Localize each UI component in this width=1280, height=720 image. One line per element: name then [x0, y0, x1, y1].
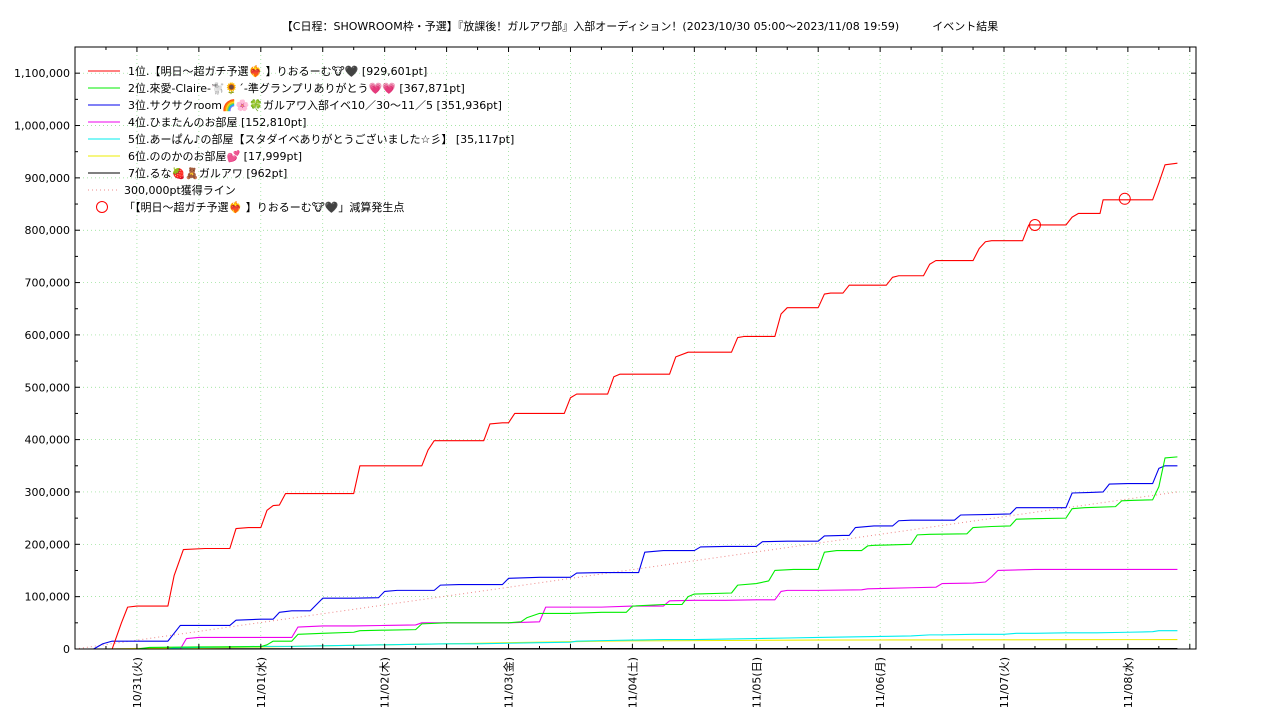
deduction-marker — [1118, 192, 1131, 205]
plot-frame — [74, 46, 1197, 650]
legend-entry: 300,000pt獲得ライン — [124, 184, 236, 197]
y-tick-label: 1,100,000 — [14, 67, 70, 80]
x-tick-label: 11/06(月) — [874, 657, 887, 708]
legend-entry: 5位.あーぱん♪の部屋【スタダイベありがとうございました☆彡】 [35,117p… — [128, 132, 514, 146]
series-line-2 — [112, 456, 1178, 650]
axes: 0 100,000 200,000 300,000 400,000 500,000 600,… — [14, 46, 1197, 708]
series-line-6 — [105, 639, 1178, 650]
legend-swatch — [96, 201, 108, 213]
y-tick-label: 800,000 — [25, 224, 71, 237]
y-tick-label: 900,000 — [25, 172, 71, 185]
legend-entry: 1位.【明日〜超ガチ予選❤️‍🔥 】りおるーむ🐮🖤 [929,601pt] — [128, 64, 427, 78]
grid — [75, 47, 1196, 649]
reference-line — [74, 491, 1178, 650]
plot-area — [74, 162, 1178, 650]
x-tick-label: 11/07(火) — [998, 657, 1011, 708]
x-tick-label: 11/02(木) — [379, 657, 392, 708]
legend: 1位.【明日〜超ガチ予選❤️‍🔥 】りおるーむ🐮🖤 [929,601pt] 2位.… — [88, 64, 514, 214]
y-tick-label: 700,000 — [25, 277, 71, 290]
deduction-marker — [1028, 218, 1041, 231]
x-tick-label: 11/01(水) — [255, 657, 268, 708]
legend-entry: 7位.るな🍓🧸ガルアワ [962pt] — [128, 166, 287, 180]
legend-entry: 3位.サクサクroom🌈🌸🍀ガルアワ入部イベ10／30〜11／5 [351,93… — [128, 98, 502, 112]
y-tick-label: 600,000 — [25, 329, 71, 342]
y-tick-label: 200,000 — [25, 538, 71, 551]
chart-title: 【C日程：SHOWROOM枠・予選】『放課後！ガルアワ部』入部オーディション！(… — [281, 20, 999, 33]
series-line-5 — [167, 630, 1178, 650]
legend-entry: 2位.來愛-Claire-🐩🌻´-準グランプリありがとう💗💗 [367,871p… — [128, 81, 465, 95]
legend-entry: 6位.ののかのお部屋💕 [17,999pt] — [128, 149, 302, 163]
x-tick-label: 11/05(日) — [750, 657, 763, 708]
legend-entry: 「【明日〜超ガチ予選❤️‍🔥 】りおるーむ🐮🖤」減算発生点 — [124, 200, 404, 214]
y-tick-label: 0 — [63, 643, 70, 656]
x-tick-label: 11/03(金) — [502, 657, 516, 708]
series-line-3 — [93, 465, 1178, 650]
y-tick-label: 100,000 — [25, 591, 71, 604]
x-tick-label: 10/31(火) — [131, 657, 144, 708]
y-tick-label: 500,000 — [25, 381, 71, 394]
series-line-4 — [167, 568, 1178, 650]
y-tick-label: 400,000 — [25, 434, 71, 447]
y-tick-label: 300,000 — [25, 486, 71, 499]
x-tick-label: 11/04(土) — [626, 657, 639, 708]
series-line-1 — [87, 162, 1178, 650]
legend-entry: 4位.ひまたんのお部屋 [152,810pt] — [128, 115, 306, 129]
y-tick-label: 1,000,000 — [14, 120, 70, 133]
x-tick-label: 11/08(水) — [1122, 657, 1135, 708]
